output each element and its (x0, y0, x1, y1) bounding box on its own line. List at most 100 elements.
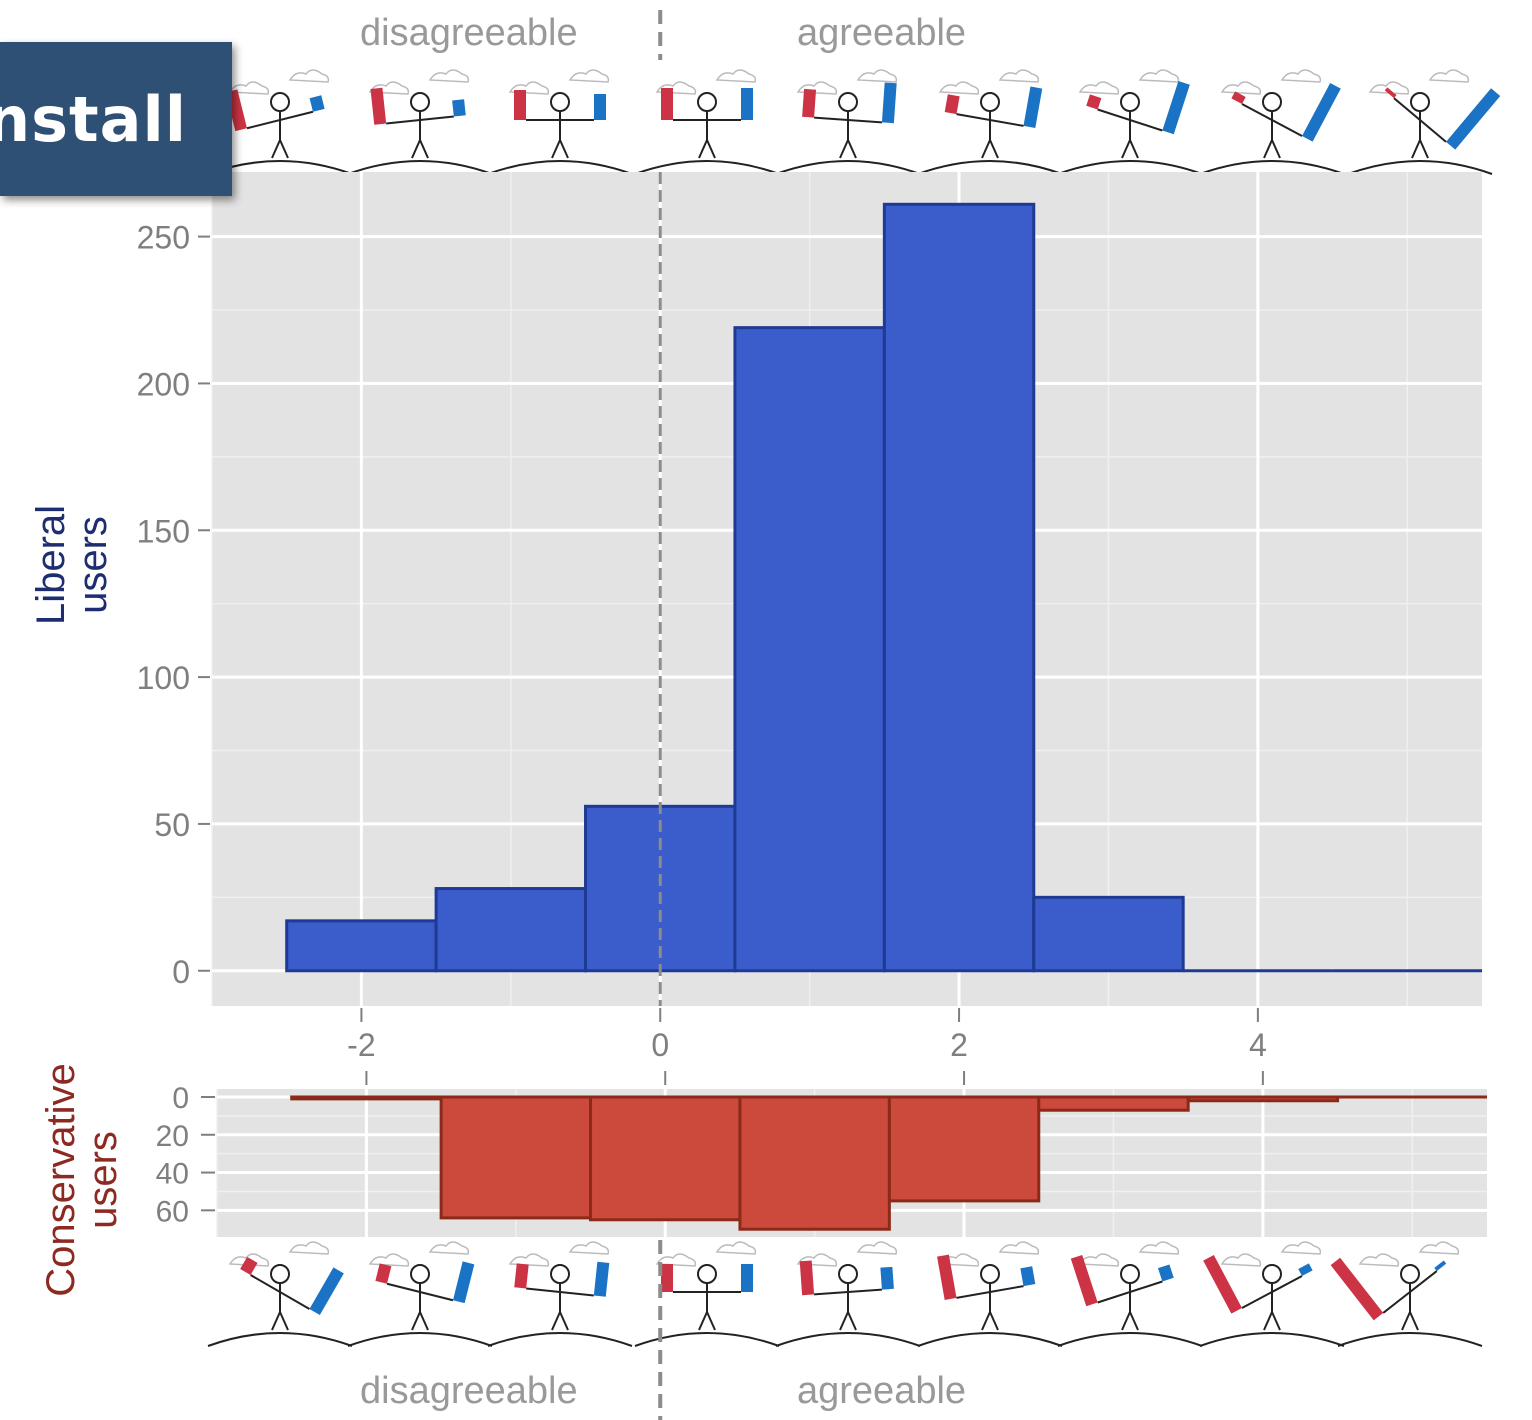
balance-pole (956, 113, 1024, 127)
bottom-agreeable-label: agreeable (797, 1370, 967, 1412)
cloud-icon (508, 81, 550, 95)
figure-head (270, 92, 290, 112)
figure-head (410, 1264, 430, 1284)
figure-leg (847, 1311, 857, 1331)
figure-leg (411, 1311, 421, 1331)
figure-leg (279, 139, 289, 159)
balance-pole (956, 1285, 1024, 1299)
figure-leg (1411, 139, 1421, 159)
figure-leg (706, 1311, 716, 1331)
liberal-bar (733, 326, 886, 973)
liberal-bar (584, 804, 737, 973)
bottom-disagreeable-label: disagreeable (360, 1370, 578, 1412)
figure-leg (1121, 139, 1131, 159)
blue-bar-icon (309, 1267, 344, 1315)
tightrope-line (1199, 160, 1345, 175)
red-bar-icon (514, 90, 526, 120)
liberal-y-tick-label: 250 (137, 220, 190, 256)
cloud-icon (228, 81, 270, 95)
top-face-strip (207, 69, 1501, 175)
cloud-icon (1138, 1241, 1180, 1255)
cloud-icon (796, 81, 838, 95)
figure-head (1262, 92, 1282, 112)
figure-leg (1121, 1311, 1131, 1331)
cloud-icon (1138, 69, 1180, 83)
balance-pole (1241, 1275, 1303, 1309)
tightrope-line (1057, 1332, 1203, 1347)
figure-leg (271, 1311, 281, 1331)
stick-figure-seesaw-icon (347, 69, 493, 175)
stick-figure-seesaw-icon (1199, 69, 1345, 175)
cloud-icon (715, 69, 757, 83)
conservative-bar (738, 1095, 891, 1231)
stick-figure-seesaw-icon (775, 69, 921, 175)
cloud-icon (715, 1241, 757, 1255)
red-bar-icon (661, 88, 673, 120)
balance-pole (246, 110, 314, 130)
liberal-axis-label: Liberal users (29, 425, 116, 705)
figure-leg (698, 1311, 708, 1331)
red-bar-icon (1070, 1254, 1098, 1307)
red-bar-icon (240, 1256, 258, 1275)
figure-leg (839, 1311, 849, 1331)
red-bar-icon (661, 1264, 673, 1292)
tightrope-line (634, 160, 780, 175)
cloud-icon (288, 1241, 330, 1255)
liberal-bar (434, 887, 588, 973)
cloud-icon (228, 1253, 270, 1267)
figure-leg (551, 1311, 561, 1331)
balance-pole (814, 1288, 882, 1296)
x-tick-label: 4 (1249, 1027, 1267, 1063)
liberal-axis-label-line1: Liberal (29, 504, 73, 626)
stick-figure-seesaw-icon (917, 69, 1063, 175)
tightrope-line (487, 160, 633, 175)
figure-head (1120, 1264, 1140, 1284)
balance-pole (1241, 103, 1303, 137)
figure-head (697, 92, 717, 112)
conservative-panel: 0 20 40 60 (156, 1071, 1487, 1237)
conservative-axis-label-line1: Conservative (39, 1063, 83, 1297)
x-tick-label: 2 (950, 1027, 968, 1063)
red-bar-icon (937, 1254, 957, 1300)
figure-leg (981, 139, 991, 159)
balance-pole (1382, 1270, 1438, 1314)
blue-bar-icon (452, 99, 466, 117)
cloud-icon (998, 69, 1040, 83)
tightrope-line (917, 1332, 1063, 1347)
conservative-bar (1037, 1095, 1190, 1112)
figure-leg (989, 139, 999, 159)
install-button[interactable]: nstall (0, 42, 232, 196)
stick-figure-seesaw-icon (917, 1241, 1063, 1347)
figure-leg (847, 139, 857, 159)
blue-bar-icon (741, 1264, 753, 1292)
figure-leg (1263, 139, 1273, 159)
figure-head (980, 92, 1000, 112)
tightrope-line (487, 1332, 633, 1347)
figure-head (1400, 1264, 1420, 1284)
tightrope-line (775, 160, 921, 175)
balance-pole (1097, 108, 1163, 132)
red-bar-icon (1231, 91, 1246, 105)
liberal-bar (285, 919, 438, 973)
figure-head (270, 1264, 290, 1284)
figure-leg (1129, 1311, 1139, 1331)
conservative-y-tick-label: 20 (156, 1120, 189, 1153)
blue-bar-icon (741, 88, 753, 120)
liberal-y-tick-label: 50 (154, 807, 190, 843)
liberal-panel: 0 50 100 150 200 250 -2 0 2 4 (137, 172, 1482, 1063)
figure-leg (698, 139, 708, 159)
cloud-icon (428, 69, 470, 83)
stick-figure-seesaw-icon (1057, 69, 1203, 175)
balance-pole (386, 1282, 454, 1302)
liberal-axis-label-line2: users (71, 516, 115, 614)
tightrope-line (1057, 160, 1203, 175)
figure-leg (989, 1311, 999, 1331)
stick-figure-seesaw-icon (347, 1241, 493, 1347)
red-bar-icon (944, 94, 960, 115)
liberal-bar (882, 202, 1036, 973)
tightrope-line (1337, 1332, 1483, 1347)
red-bar-icon (1384, 87, 1397, 99)
figure-head (838, 92, 858, 112)
blue-bar-icon (1446, 88, 1501, 150)
conservative-bar (887, 1095, 1041, 1203)
